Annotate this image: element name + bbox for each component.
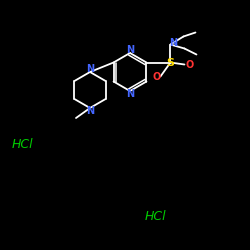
Text: N: N bbox=[86, 64, 94, 74]
Text: S: S bbox=[166, 58, 174, 68]
Text: N: N bbox=[126, 45, 134, 55]
Text: N: N bbox=[126, 89, 134, 99]
Text: HCl: HCl bbox=[144, 210, 166, 224]
Text: O: O bbox=[152, 72, 160, 83]
Text: HCl: HCl bbox=[11, 138, 33, 151]
Text: N: N bbox=[86, 106, 94, 116]
Text: N: N bbox=[170, 38, 177, 48]
Text: O: O bbox=[185, 60, 194, 70]
